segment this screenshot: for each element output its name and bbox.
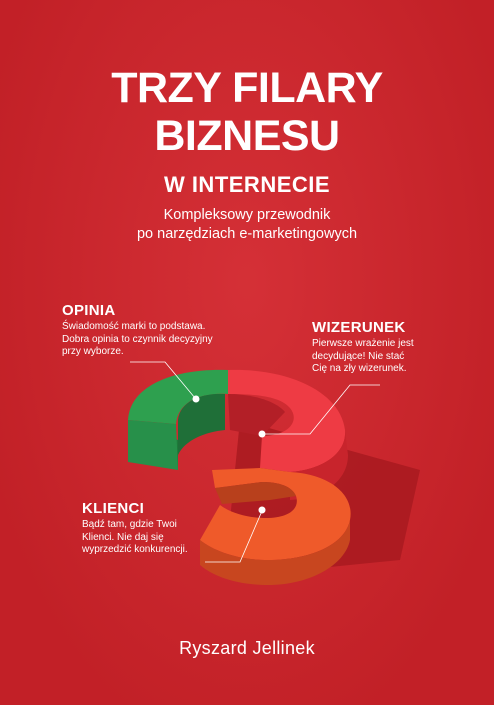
klienci-line-2: Klienci. Nie daj się	[82, 531, 164, 543]
klienci-connector-line	[205, 510, 263, 563]
klienci-description: Bądź tam, gdzie Twoi Klienci. Nie daj si…	[82, 519, 222, 557]
title-line-2: BIZNESU	[154, 112, 340, 160]
klienci-line-3: wyprzedzić konkurencji.	[82, 544, 188, 555]
red-segment-top	[228, 369, 346, 472]
green-segment-top	[128, 369, 228, 424]
wizerunek-line-1: Pierwsze wrażenie jest	[312, 338, 414, 349]
opinia-line-1: Świadomość marki to podstawa.	[62, 321, 206, 332]
opinia-line-3: przy wyborze.	[62, 346, 124, 357]
title-line-1: TRZY FILARY	[111, 64, 383, 112]
subtitle-line-2: po narzędziach e-marketingowych	[136, 226, 358, 242]
orange-segment-inner	[215, 482, 296, 504]
author-name: Ryszard Jellinek	[179, 638, 315, 658]
wizerunek-line-3: Cię na zły wizerunek.	[312, 363, 407, 374]
opinia-description: Świadomość marki to podstawa. Dobra opin…	[62, 321, 242, 359]
green-segment-inner	[178, 393, 225, 455]
opinia-marker	[192, 395, 200, 403]
klienci-marker	[258, 506, 266, 514]
orange-segment-side	[200, 520, 350, 585]
subtitle-line-1: Kompleksowy przewodnik	[163, 207, 331, 223]
opinia-connector-line	[130, 361, 196, 399]
klienci-heading: KLIENCI	[82, 500, 145, 517]
green-segment-front	[128, 420, 178, 470]
wizerunek-connector-line	[263, 384, 380, 435]
wizerunek-description: Pierwsze wrażenie jest decydujące! Nie s…	[312, 338, 442, 376]
opinia-line-2: Dobra opinia to czynnik decyzyjny	[62, 333, 213, 345]
red-segment-inner	[228, 394, 285, 436]
title-line-3: W INTERNECIE	[163, 172, 331, 197]
wizerunek-line-2: decydujące! Nie stać	[312, 350, 405, 362]
opinia-heading: OPINIA	[62, 302, 116, 319]
klienci-line-1: Bądź tam, gdzie Twoi	[82, 519, 177, 530]
wizerunek-heading: WIZERUNEK	[312, 319, 406, 336]
wizerunek-marker	[258, 430, 266, 438]
orange-segment-top	[200, 468, 351, 560]
